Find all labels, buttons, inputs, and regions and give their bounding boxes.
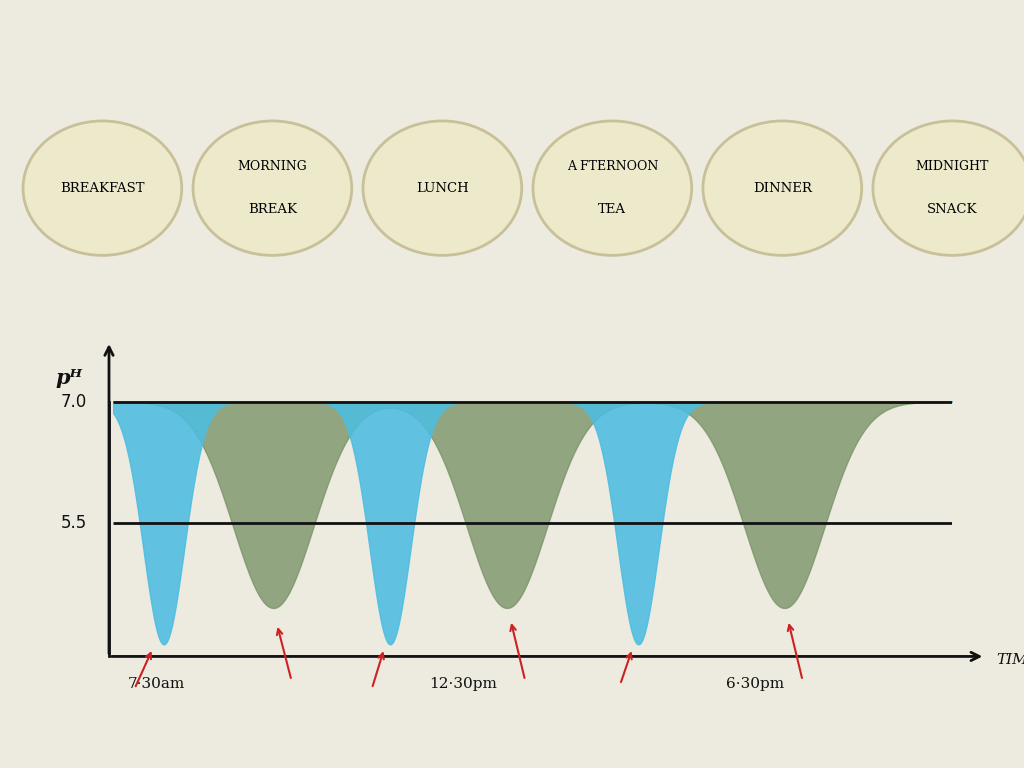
Ellipse shape: [702, 121, 862, 255]
Text: BREAKFAST: BREAKFAST: [60, 182, 144, 194]
Ellipse shape: [24, 121, 182, 255]
Text: LUNCH: LUNCH: [416, 182, 469, 194]
Text: BREAK: BREAK: [248, 204, 297, 216]
Text: pᴴ: pᴴ: [55, 368, 82, 388]
Text: TEA: TEA: [598, 204, 627, 216]
Text: 7.0: 7.0: [60, 392, 87, 411]
Ellipse shape: [193, 121, 352, 255]
Text: DINNER: DINNER: [753, 182, 812, 194]
Text: 6·30pm: 6·30pm: [726, 677, 784, 690]
Text: MIDNIGHT: MIDNIGHT: [915, 161, 989, 173]
Text: 5.5: 5.5: [60, 514, 87, 532]
Text: TIME: TIME: [996, 654, 1024, 667]
Text: 7·30am: 7·30am: [128, 677, 185, 690]
Text: A FTERNOON: A FTERNOON: [566, 161, 658, 173]
Text: 12·30pm: 12·30pm: [429, 677, 497, 690]
Text: SNACK: SNACK: [927, 204, 978, 216]
Ellipse shape: [364, 121, 522, 255]
Ellipse shape: [532, 121, 692, 255]
Text: MORNING: MORNING: [238, 161, 307, 173]
Ellipse shape: [872, 121, 1024, 255]
